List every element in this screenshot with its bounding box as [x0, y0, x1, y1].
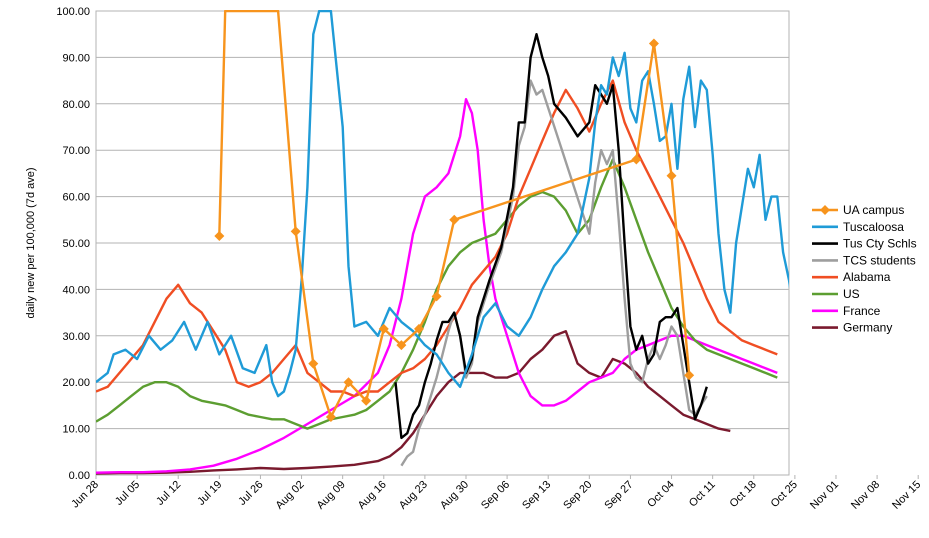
x-tick-label: Jul 12: [154, 479, 183, 508]
x-tick-label: Sep 20: [561, 479, 594, 512]
x-tick-label: Aug 16: [356, 479, 389, 512]
legend-item: Germany: [812, 321, 892, 335]
data-point-marker: [648, 38, 659, 49]
x-tick-label: Aug 02: [274, 479, 307, 512]
legend-marker: [820, 205, 830, 215]
y-axis-label: daily new per 100,000 (7d ave): [25, 167, 37, 318]
legend-item: France: [812, 304, 881, 318]
x-tick-label: Nov 15: [890, 479, 923, 512]
y-tick-label: 30.00: [62, 331, 90, 343]
legend-label: UA campus: [843, 203, 904, 217]
x-tick-label: Nov 08: [849, 479, 882, 512]
data-point-marker: [214, 231, 225, 242]
data-point-marker: [414, 323, 425, 334]
legend-label: Tus Cty Schls: [843, 237, 917, 251]
data-point-marker: [325, 412, 336, 422]
x-tick-label: Nov 01: [808, 479, 841, 512]
data-point-marker: [666, 170, 677, 181]
x-tick-label: Oct 11: [687, 479, 718, 510]
data-point-marker: [361, 395, 372, 406]
legend-label: US: [843, 287, 860, 301]
legend-label: France: [843, 304, 881, 318]
x-tick-label: Jul 19: [195, 479, 224, 508]
x-tick-label: Aug 30: [438, 479, 471, 512]
series-line-us: [96, 158, 778, 430]
y-axis-ticks: 0.00 10.00 20.00 30.00 40.00 50.00 60.00 70.00 8…: [56, 6, 90, 482]
series-line-germany: [96, 330, 731, 475]
x-tick-label: Oct 25: [769, 479, 800, 510]
legend-label: Alabama: [843, 270, 891, 284]
legend-label: TCS students: [843, 253, 916, 267]
series-line-alabama: [96, 79, 778, 398]
x-tick-label: Oct 04: [645, 479, 676, 510]
y-tick-label: 70.00: [62, 145, 90, 157]
legend-label: Tuscaloosa: [843, 220, 904, 234]
x-tick-label: Aug 23: [397, 479, 430, 512]
y-tick-label: 10.00: [62, 424, 90, 436]
y-tick-label: 100.00: [56, 6, 90, 18]
x-tick-label: Sep 13: [520, 479, 553, 512]
data-point-marker: [631, 154, 642, 165]
data-point-marker: [378, 323, 389, 334]
x-tick-label: Aug 09: [315, 479, 348, 512]
legend: UA campus Tuscaloosa Tus Cty Schls TCS stud…: [812, 203, 917, 335]
legend-item: US: [812, 287, 860, 301]
y-tick-label: 90.00: [62, 52, 90, 64]
legend-item: Tus Cty Schls: [812, 237, 917, 251]
data-point-marker: [290, 226, 301, 237]
legend-item: Tuscaloosa: [812, 220, 904, 234]
plot-area: [95, 10, 790, 476]
data-point-marker: [684, 370, 695, 381]
y-tick-label: 50.00: [62, 238, 90, 250]
y-tick-label: 80.00: [62, 99, 90, 111]
y-tick-label: 60.00: [62, 192, 90, 204]
data-point-marker: [396, 340, 407, 351]
y-tick-label: 40.00: [62, 284, 90, 296]
series-line-tcs-students: [400, 79, 708, 467]
legend-item: TCS students: [812, 253, 916, 267]
series-lines: [96, 10, 789, 475]
legend-label: Germany: [843, 321, 892, 335]
data-point-marker: [308, 358, 319, 369]
x-axis-ticks: Jun 28 Jul 05 Jul 12 Jul 19 Jul 26 Aug 02 Aug …: [69, 475, 923, 512]
data-point-marker: [431, 291, 442, 302]
x-tick-label: Oct 18: [727, 479, 758, 510]
x-tick-label: Sep 06: [479, 479, 512, 512]
x-tick-label: Jul 26: [236, 479, 265, 508]
x-tick-label: Sep 27: [602, 479, 635, 512]
x-tick-label: Jun 28: [69, 479, 101, 511]
series-line-tuscaloosa: [96, 10, 789, 398]
x-tick-label: Jul 05: [113, 479, 142, 508]
data-point-marker: [343, 377, 354, 388]
series-line-tus-cty-schls: [394, 33, 708, 440]
legend-item: Alabama: [812, 270, 891, 284]
y-tick-label: 0.00: [69, 470, 90, 482]
data-point-marker: [449, 214, 460, 225]
legend-item: UA campus: [812, 203, 904, 217]
grid-lines: [96, 10, 789, 476]
y-tick-label: 20.00: [62, 377, 90, 389]
